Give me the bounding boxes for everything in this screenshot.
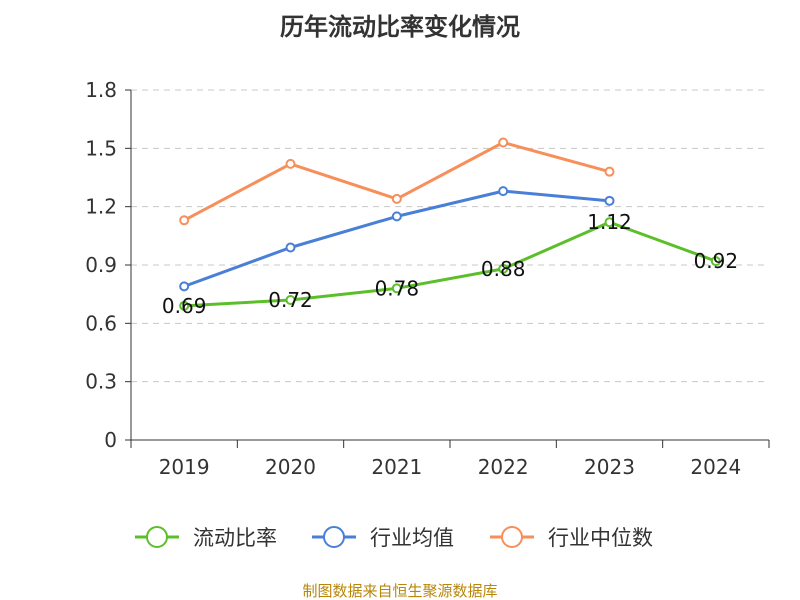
data-point bbox=[604, 166, 615, 177]
legend-label: 流动比率 bbox=[193, 526, 277, 550]
y-tick-label: 0.9 bbox=[85, 253, 117, 277]
data-point bbox=[498, 186, 509, 197]
x-tick-label: 2019 bbox=[159, 455, 210, 479]
data-point bbox=[285, 158, 296, 169]
legend-item-1: 行业均值 bbox=[312, 526, 454, 550]
legend-swatch-marker bbox=[323, 526, 345, 548]
x-tick-label: 2020 bbox=[265, 455, 316, 479]
data-point bbox=[391, 283, 402, 294]
series-layer bbox=[179, 137, 721, 311]
grid bbox=[131, 89, 769, 383]
data-point bbox=[179, 281, 190, 292]
x-tick-label: 2022 bbox=[478, 455, 529, 479]
y-tick-label: 0.6 bbox=[85, 311, 117, 335]
series-line-2 bbox=[183, 141, 610, 222]
legend-item-0: 流动比率 bbox=[135, 526, 277, 550]
data-point bbox=[498, 137, 509, 148]
y-tick-label: 0.3 bbox=[85, 370, 117, 394]
legend-label: 行业均值 bbox=[370, 526, 454, 550]
data-label: 0.69 bbox=[162, 294, 207, 318]
data-point bbox=[710, 256, 721, 267]
x-tick-label: 2024 bbox=[690, 455, 741, 479]
series-line-0 bbox=[184, 220, 717, 308]
data-label: 0.92 bbox=[694, 249, 739, 273]
y-tick-label: 1.8 bbox=[85, 78, 117, 102]
legend: 流动比率 行业均值 行业中位数 bbox=[135, 526, 653, 550]
data-labels: 0.69 0.72 0.78 0.88 1.12 0.92 bbox=[162, 210, 738, 318]
y-tick-label: 1.2 bbox=[85, 195, 117, 219]
y-tick-label: 1.5 bbox=[85, 136, 117, 160]
chart-title: 历年流动比率变化情况 bbox=[280, 13, 520, 41]
axes: 0 0.3 0.6 0.9 1.2 1.5 1.8 2019 2020 2021 2022 2023 2… bbox=[85, 78, 770, 479]
legend-swatch-marker bbox=[146, 526, 168, 548]
source-note: 制图数据来自恒生聚源数据库 bbox=[302, 582, 497, 600]
x-tick-label: 2021 bbox=[371, 455, 422, 479]
legend-item-2: 行业中位数 bbox=[490, 526, 653, 550]
data-point bbox=[285, 242, 296, 253]
data-label: 0.78 bbox=[375, 276, 420, 300]
legend-label: 行业中位数 bbox=[548, 526, 653, 550]
data-point bbox=[604, 217, 615, 228]
legend-swatch-marker bbox=[501, 526, 523, 548]
data-point bbox=[179, 300, 190, 311]
data-point bbox=[498, 263, 509, 274]
x-tick-label: 2023 bbox=[584, 455, 635, 479]
data-point bbox=[179, 215, 190, 226]
data-label: 0.72 bbox=[268, 288, 313, 312]
y-tick-label: 0 bbox=[104, 428, 117, 452]
series-line-1 bbox=[183, 189, 610, 288]
data-point bbox=[604, 195, 615, 206]
data-label: 0.88 bbox=[481, 257, 526, 281]
data-point bbox=[391, 193, 402, 204]
data-point bbox=[285, 295, 296, 305]
data-label: 1.12 bbox=[587, 210, 632, 234]
data-point bbox=[391, 211, 402, 222]
